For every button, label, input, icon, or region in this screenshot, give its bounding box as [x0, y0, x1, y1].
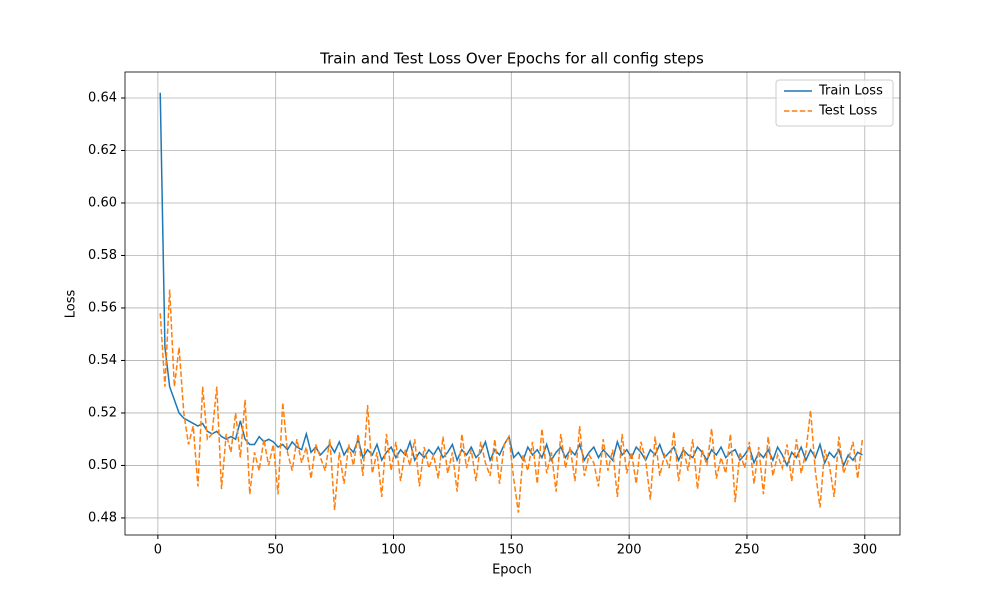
- y-tick-label: 0.62: [88, 143, 117, 158]
- line: [159, 289, 864, 513]
- y-tick-label: 0.52: [88, 405, 117, 420]
- x-tick-label: 250: [735, 543, 760, 558]
- y-tick-label: 0.56: [88, 300, 117, 315]
- y-tick-label: 0.48: [88, 510, 117, 525]
- legend-label: Test Loss: [818, 104, 877, 119]
- y-tick-label: 0.58: [88, 248, 117, 263]
- x-tick-label: 100: [381, 543, 406, 558]
- x-tick-label: 200: [617, 543, 642, 558]
- y-tick-label: 0.64: [88, 90, 117, 105]
- line: [159, 92, 863, 468]
- y-tick-label: 0.50: [88, 458, 117, 473]
- legend-label: Train Loss: [818, 84, 883, 99]
- y-axis-label: Loss: [64, 290, 79, 319]
- plot-frame: [124, 71, 901, 536]
- x-tick-label: 0: [154, 543, 162, 558]
- y-tick-label: 0.60: [88, 195, 117, 210]
- chart-title: Train and Test Loss Over Epochs for all …: [319, 50, 704, 68]
- x-tick-label: 150: [499, 543, 524, 558]
- x-tick-label: 300: [852, 543, 877, 558]
- x-axis-label: Epoch: [492, 563, 532, 578]
- x-tick-label: 50: [267, 543, 284, 558]
- y-tick-label: 0.54: [88, 353, 117, 368]
